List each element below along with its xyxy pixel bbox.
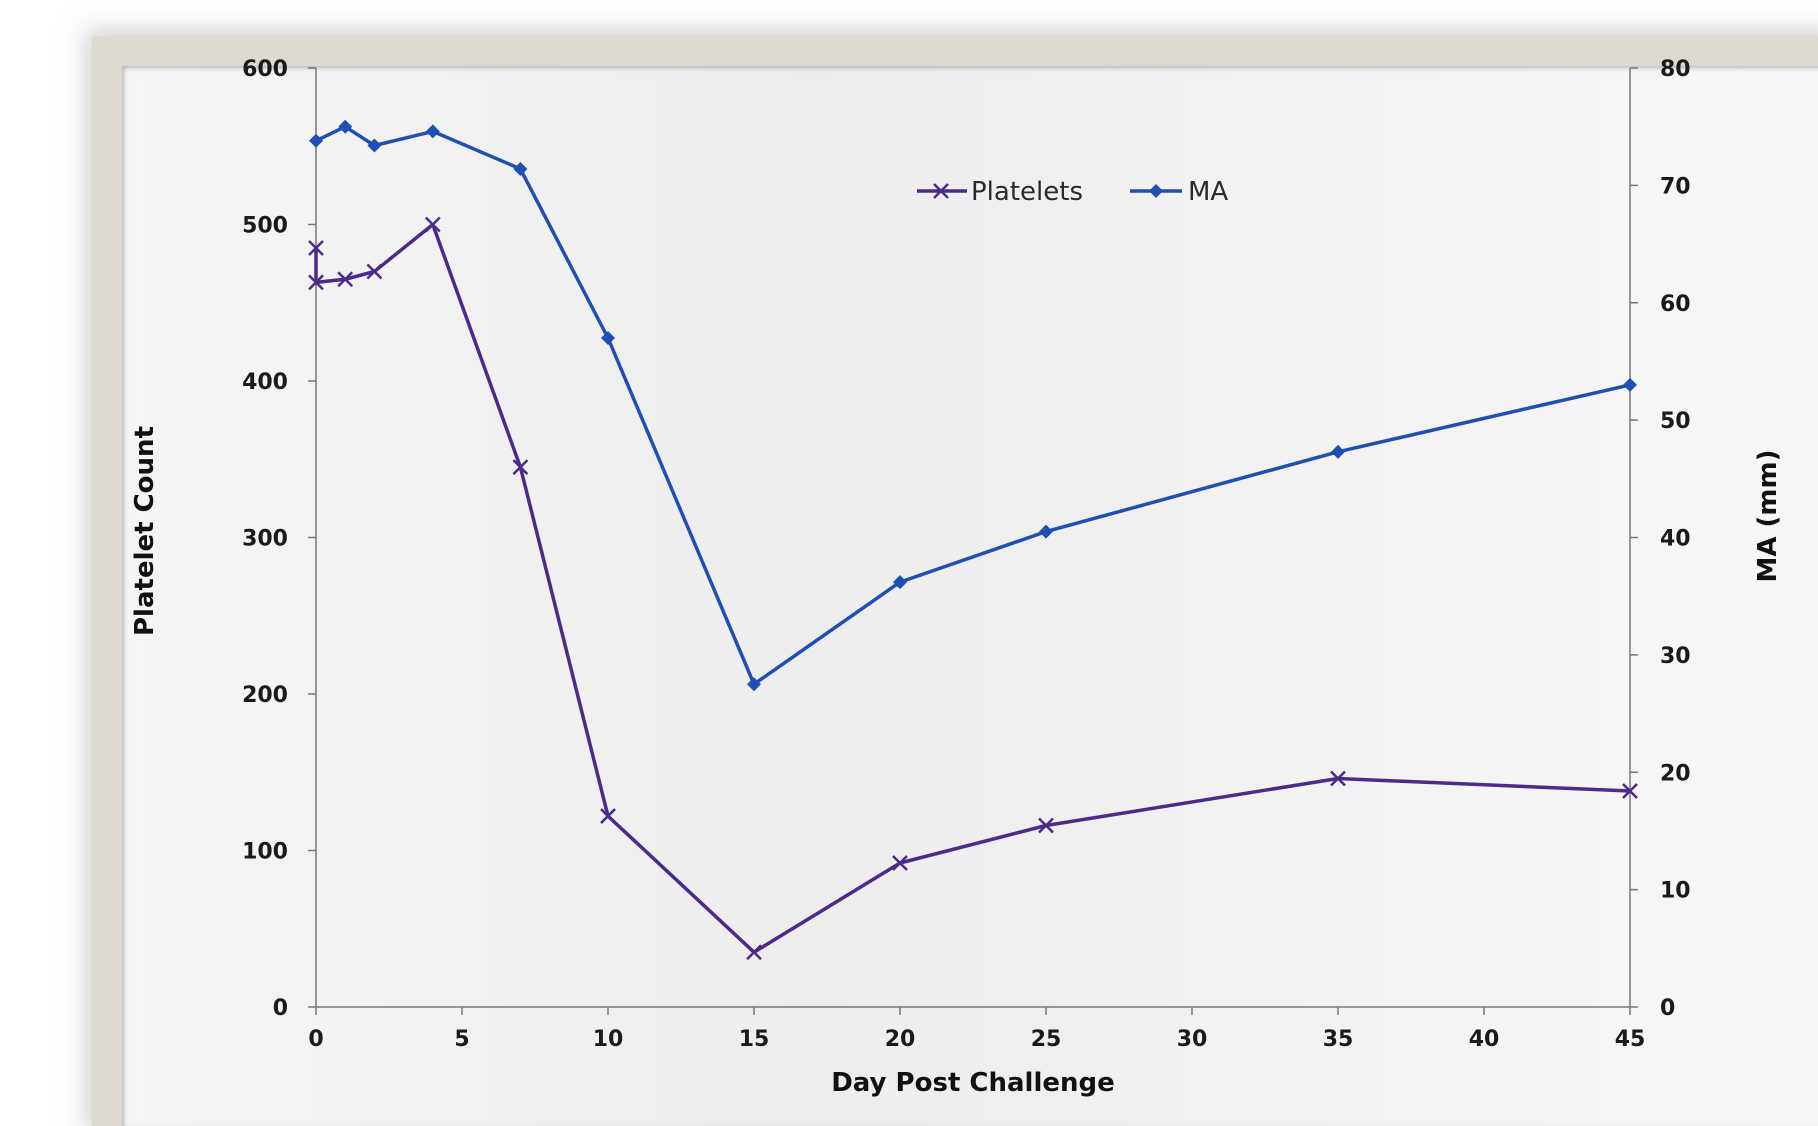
y2-tick-label: 50 <box>1660 409 1691 434</box>
platelets-point <box>600 808 616 824</box>
legend-platelets-marker <box>933 183 949 199</box>
platelets-point <box>424 216 441 233</box>
y-tick-label: 200 <box>242 683 288 708</box>
ma-point <box>601 330 615 345</box>
platelets-point <box>1038 817 1054 834</box>
legend: Platelets MA <box>917 177 1228 207</box>
x-tick-label: 45 <box>1615 1027 1646 1052</box>
legend-ma-label: MA <box>1188 177 1228 207</box>
y2-tick-label: 60 <box>1660 292 1691 317</box>
ma-point <box>1039 524 1053 539</box>
ma-point <box>338 119 353 134</box>
platelets-point <box>746 944 762 961</box>
ma-point <box>367 138 382 153</box>
x-tick-label: 0 <box>308 1027 323 1052</box>
x-tick-label: 25 <box>1031 1027 1062 1052</box>
chart-plot-area-background <box>122 66 1818 1126</box>
ma-series-line <box>315 124 1631 686</box>
platelets-point <box>308 240 324 256</box>
x-tick-label: 10 <box>593 1027 624 1052</box>
y-tick-label: 100 <box>242 840 288 865</box>
y-tick-label: 0 <box>273 996 288 1021</box>
platelets-point <box>337 271 354 288</box>
y2-tick-label: 80 <box>1660 57 1691 82</box>
y2-tick-label: 20 <box>1660 761 1691 786</box>
y-tick-label: 600 <box>242 57 288 82</box>
ma-point <box>425 124 440 139</box>
y2-tick-label: 30 <box>1660 644 1691 669</box>
x-tick-label: 30 <box>1177 1027 1208 1052</box>
y2-axis-title: MA (mm) <box>1753 450 1783 583</box>
x-tick-label: 15 <box>739 1027 770 1052</box>
axes: 0 5 10 15 20 25 30 35 40 45 0 100 200 300 400 500 600 0 10… <box>242 57 1691 1052</box>
legend-ma-marker <box>1149 184 1163 198</box>
ma-point <box>1623 377 1637 392</box>
platelets-point <box>308 274 324 291</box>
platelets-point <box>1330 770 1346 787</box>
y-tick-label: 400 <box>242 370 288 395</box>
ma-point <box>309 133 323 148</box>
y-tick-label: 300 <box>242 527 288 552</box>
platelets-point <box>1622 783 1638 799</box>
y-axis-title: Platelet Count <box>130 426 160 636</box>
platelets-point <box>892 855 908 871</box>
y2-tick-label: 10 <box>1660 879 1691 904</box>
ma-point <box>747 677 761 692</box>
y2-tick-label: 40 <box>1660 527 1691 552</box>
platelets-point <box>512 459 529 475</box>
x-tick-label: 5 <box>454 1027 469 1052</box>
y-tick-label: 500 <box>242 214 288 239</box>
series-layer <box>308 119 1638 961</box>
x-tick-label: 40 <box>1469 1027 1500 1052</box>
platelets-series-line <box>314 222 1631 954</box>
ma-point <box>893 575 907 590</box>
x-tick-label: 35 <box>1323 1027 1354 1052</box>
ma-point <box>513 161 528 176</box>
platelets-point <box>366 263 383 280</box>
y2-tick-label: 0 <box>1660 996 1675 1021</box>
y2-tick-label: 70 <box>1660 174 1691 199</box>
x-axis-title: Day Post Challenge <box>831 1068 1115 1098</box>
ma-point <box>1331 444 1345 459</box>
x-tick-label: 20 <box>885 1027 916 1052</box>
legend-platelets-label: Platelets <box>971 177 1083 207</box>
